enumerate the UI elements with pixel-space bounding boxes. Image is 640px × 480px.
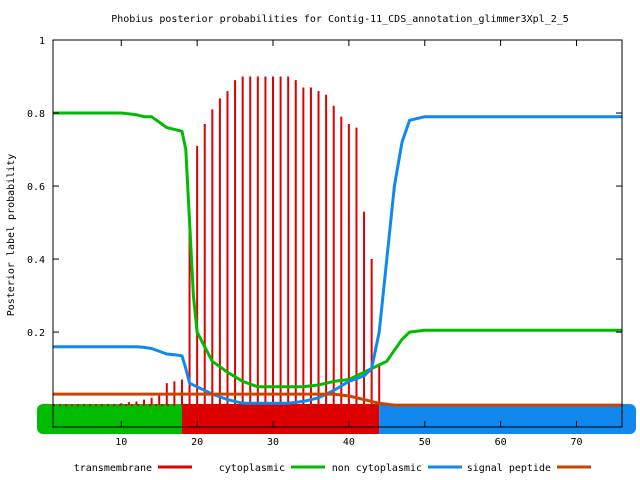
y-tick-label-2: 0.6 bbox=[27, 182, 45, 193]
y-tick-label-4: 1 bbox=[39, 36, 45, 47]
y-tick-label-3: 0.8 bbox=[27, 109, 45, 120]
legend-label-0: transmembrane bbox=[74, 463, 152, 474]
series-line-0 bbox=[53, 111, 622, 389]
y-axis-ticks: 0.2 0.4 0.6 0.8 1 bbox=[27, 36, 622, 339]
legend-label-1: cytoplasmic bbox=[219, 463, 285, 474]
topology-band-left-cap bbox=[37, 404, 61, 434]
x-tick-label-4: 50 bbox=[419, 437, 431, 448]
series-line-1 bbox=[53, 115, 622, 405]
legend-label-3: signal peptide bbox=[467, 463, 551, 474]
probability-lines bbox=[53, 111, 622, 407]
topology-band-0 bbox=[53, 404, 182, 434]
x-axis-ticks: 10 20 30 40 50 60 70 bbox=[115, 40, 583, 448]
transmembrane-impulses bbox=[53, 76, 388, 407]
x-tick-label-6: 70 bbox=[570, 437, 582, 448]
y-axis-label: Posterior label probability bbox=[6, 154, 17, 317]
x-tick-label-3: 40 bbox=[343, 437, 355, 448]
y-tick-label-0: 0.2 bbox=[27, 328, 45, 339]
topology-band-2 bbox=[379, 404, 622, 434]
legend: transmembrane cytoplasmic non cytoplasmic s… bbox=[74, 463, 591, 474]
x-tick-label-1: 20 bbox=[191, 437, 203, 448]
x-tick-label-0: 10 bbox=[115, 437, 127, 448]
chart-title: Phobius posterior probabilities for Cont… bbox=[111, 14, 569, 25]
legend-label-2: non cytoplasmic bbox=[332, 463, 422, 474]
plot-frame bbox=[52, 39, 623, 428]
topology-band-right-cap bbox=[612, 404, 636, 434]
topology-bands bbox=[37, 404, 636, 434]
x-tick-label-5: 60 bbox=[495, 437, 507, 448]
x-tick-label-2: 30 bbox=[267, 437, 279, 448]
series-line-2 bbox=[53, 392, 622, 407]
y-tick-label-1: 0.4 bbox=[27, 255, 45, 266]
topology-band-1 bbox=[181, 404, 380, 434]
